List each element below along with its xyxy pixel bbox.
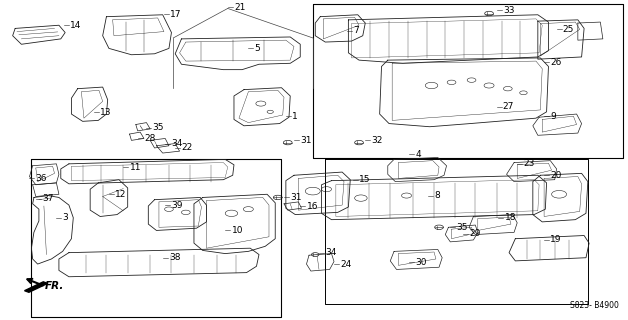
Text: 5: 5 [254, 44, 261, 53]
Text: 12: 12 [115, 190, 127, 199]
Text: 14: 14 [70, 21, 82, 30]
Text: 32: 32 [372, 136, 383, 145]
Polygon shape [24, 282, 48, 292]
Text: 30: 30 [415, 258, 427, 267]
Text: 3: 3 [63, 213, 68, 222]
Text: 20: 20 [550, 171, 561, 180]
Text: 25: 25 [563, 25, 574, 34]
Text: 38: 38 [169, 253, 180, 262]
Text: 34: 34 [325, 248, 337, 257]
Text: 35: 35 [153, 123, 164, 132]
Text: 37: 37 [42, 194, 53, 203]
Text: 28: 28 [144, 134, 155, 143]
Text: 16: 16 [306, 202, 318, 211]
Text: 27: 27 [503, 102, 514, 111]
Text: 21: 21 [234, 3, 246, 12]
Text: 23: 23 [524, 159, 535, 168]
Text: 17: 17 [170, 10, 181, 19]
Text: 33: 33 [503, 6, 514, 15]
Text: 22: 22 [181, 143, 193, 153]
Text: 10: 10 [232, 226, 243, 235]
Text: 4: 4 [415, 150, 421, 159]
Text: 8: 8 [434, 191, 440, 200]
Text: S823- B4900: S823- B4900 [570, 301, 619, 310]
Text: 18: 18 [505, 213, 516, 222]
Text: 13: 13 [100, 108, 112, 117]
Text: 39: 39 [171, 201, 183, 210]
Text: 9: 9 [550, 112, 556, 121]
Text: 19: 19 [550, 236, 562, 244]
Text: 36: 36 [35, 174, 46, 183]
Text: 35: 35 [457, 223, 468, 232]
Text: 24: 24 [340, 260, 352, 268]
Text: 11: 11 [129, 163, 141, 172]
Text: FR.: FR. [45, 281, 65, 291]
Text: 15: 15 [359, 175, 371, 184]
Text: 31: 31 [300, 136, 311, 145]
Text: 1: 1 [292, 112, 298, 121]
Text: 7: 7 [353, 26, 359, 35]
Text: 34: 34 [171, 139, 183, 148]
Text: 29: 29 [469, 229, 480, 238]
Text: 26: 26 [550, 58, 561, 67]
Text: 31: 31 [290, 193, 301, 202]
